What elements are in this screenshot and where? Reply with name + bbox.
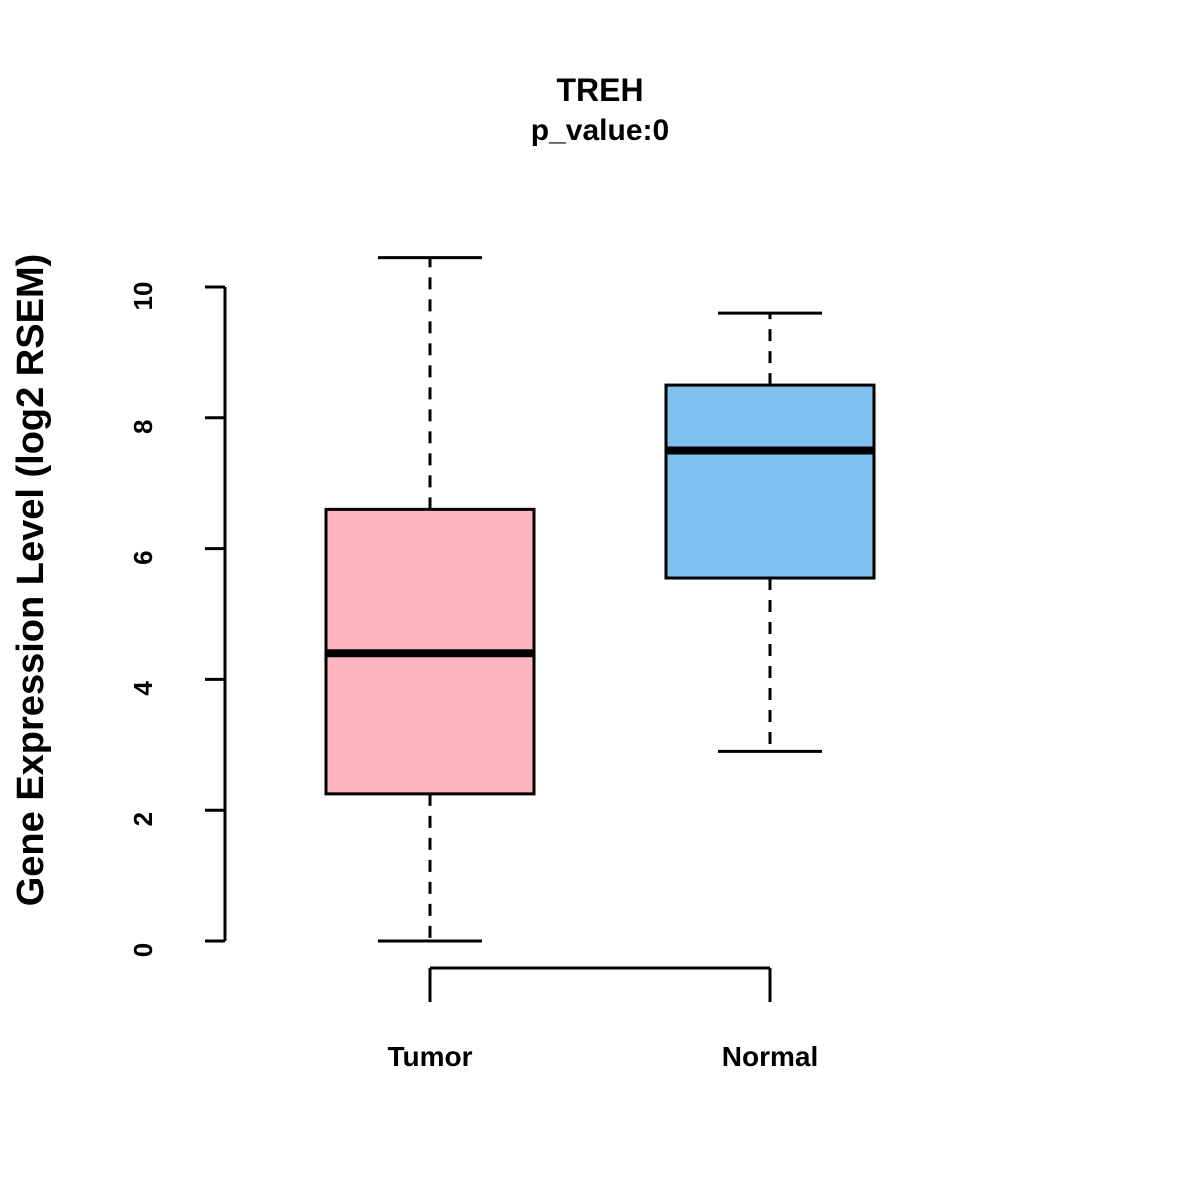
y-axis-tick-label: 4 bbox=[128, 681, 158, 696]
box-normal bbox=[664, 383, 876, 580]
y-axis-tick-label: 8 bbox=[128, 420, 158, 434]
y-axis-tick-label: 10 bbox=[128, 282, 158, 311]
chart-title: TREH bbox=[556, 72, 644, 108]
chart-subtitle: p_value:0 bbox=[530, 114, 670, 147]
category-label: Normal bbox=[722, 1041, 818, 1072]
y-axis-tick-label: 2 bbox=[128, 812, 158, 826]
y-axis-tick-label: 6 bbox=[128, 550, 158, 564]
category-label: Tumor bbox=[387, 1041, 472, 1072]
y-axis-tick-label: 0 bbox=[128, 943, 158, 957]
